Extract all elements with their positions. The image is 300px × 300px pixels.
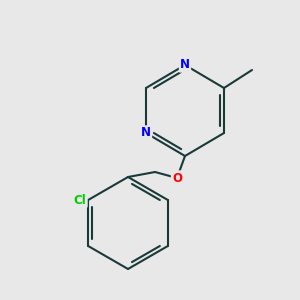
Text: N: N [141,127,151,140]
Text: O: O [172,172,182,184]
Text: N: N [180,58,190,71]
Text: Cl: Cl [74,194,86,206]
